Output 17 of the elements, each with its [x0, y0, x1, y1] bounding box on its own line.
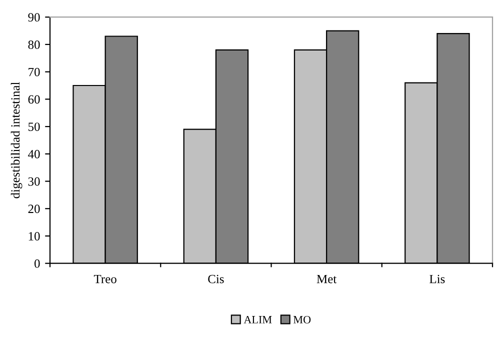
legend-label: ALIM: [244, 316, 272, 324]
y-axis-title: digestibilidad intestinal: [10, 82, 22, 198]
legend-label: MO: [293, 316, 311, 324]
x-tick-label: Cis: [208, 274, 224, 284]
y-tick-label: 20: [28, 204, 40, 214]
y-tick-label: 80: [28, 40, 40, 49]
y-tick-label: 90: [28, 13, 40, 22]
y-tick-label: 60: [28, 95, 40, 104]
x-tick-label: Lis: [430, 274, 445, 284]
y-tick-label: 0: [34, 259, 40, 268]
y-tick-label: 70: [28, 68, 40, 76]
y-tick-label: 40: [28, 150, 40, 158]
y-tick-label: 50: [28, 122, 40, 131]
y-tick-label: 30: [28, 177, 40, 186]
x-tick-label: Treo: [94, 274, 116, 284]
x-tick-label: Met: [316, 274, 337, 284]
y-tick-label: 10: [28, 232, 40, 240]
